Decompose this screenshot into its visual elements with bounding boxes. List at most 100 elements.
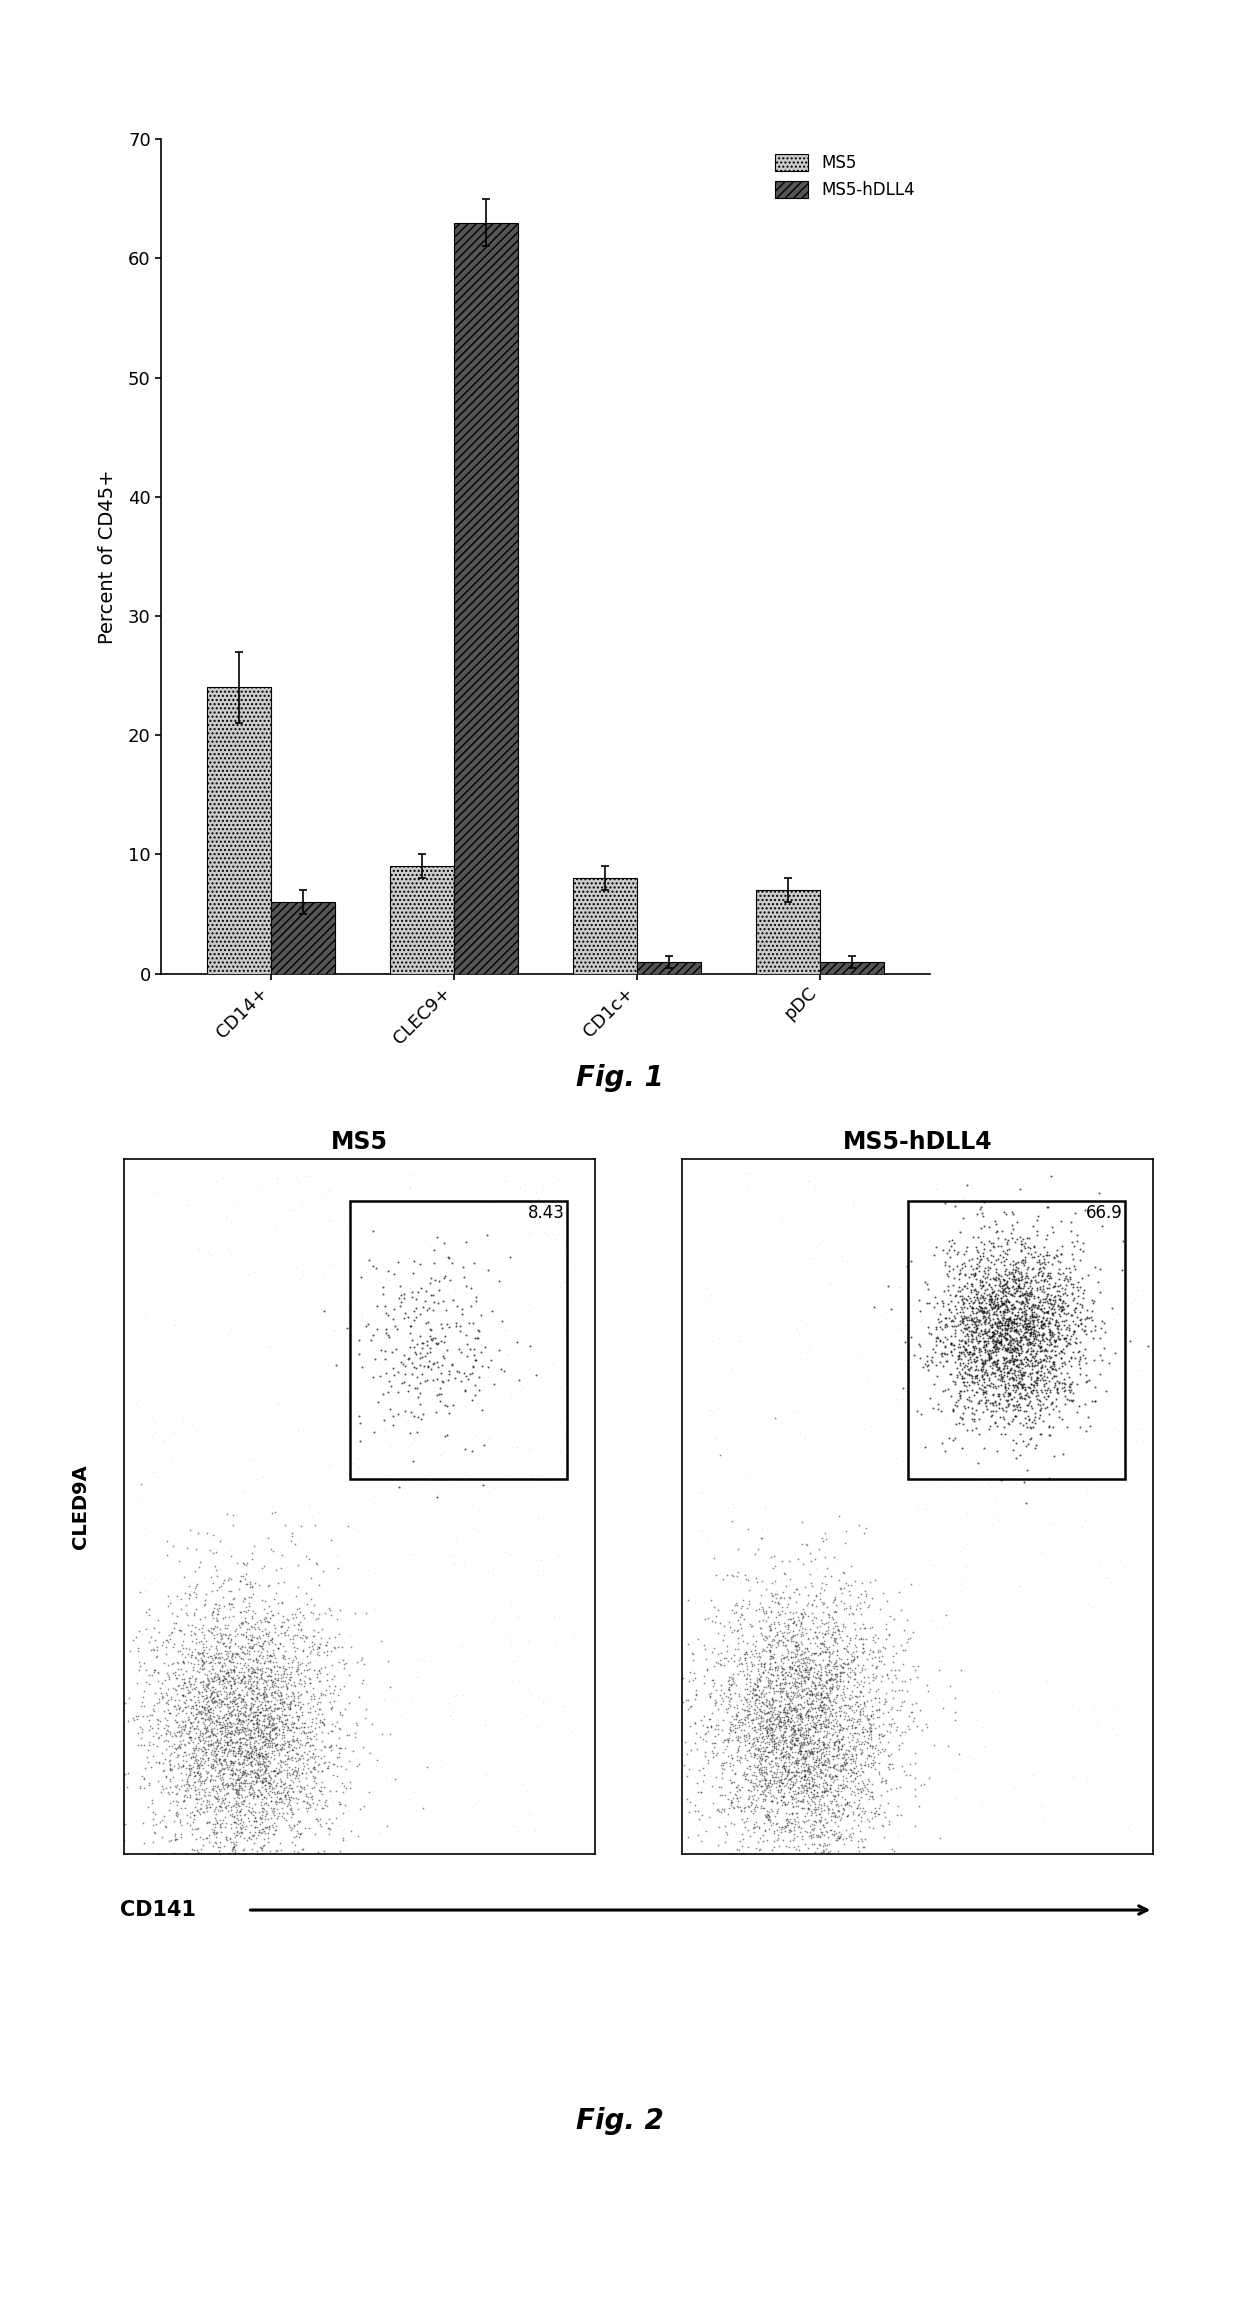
Point (791, 1298, 811, 1335)
Point (268, 1755, 288, 1792)
Point (968, 1268, 988, 1305)
Point (169, 1729, 188, 1766)
Point (212, 1764, 232, 1801)
Point (505, 1173, 525, 1210)
Point (806, 1676, 826, 1713)
Point (169, 1708, 188, 1745)
Point (739, 1572, 759, 1609)
Point (370, 1344, 389, 1382)
Point (314, 1706, 334, 1743)
Point (501, 1379, 521, 1416)
Point (202, 1572, 222, 1609)
Point (186, 1741, 206, 1778)
Point (853, 1713, 873, 1750)
Point (241, 1766, 260, 1803)
Point (330, 1590, 350, 1627)
Point (1039, 1690, 1059, 1727)
Point (236, 1648, 255, 1685)
Point (1070, 1337, 1090, 1375)
Point (1019, 1273, 1039, 1310)
Point (301, 1794, 321, 1831)
Point (776, 1495, 796, 1532)
Point (828, 1616, 848, 1653)
Point (233, 1634, 253, 1671)
Point (754, 1662, 774, 1699)
Point (735, 1639, 755, 1676)
Point (854, 1609, 874, 1646)
Point (272, 1690, 291, 1727)
Point (162, 1718, 182, 1755)
Point (795, 1592, 815, 1630)
Point (787, 1711, 807, 1748)
Point (782, 1734, 802, 1771)
Point (830, 1729, 849, 1766)
Point (996, 1310, 1016, 1347)
Point (1023, 1286, 1043, 1324)
Point (252, 1750, 272, 1787)
Point (730, 1363, 750, 1400)
Point (227, 1690, 247, 1727)
Point (740, 1460, 760, 1497)
Point (975, 1314, 994, 1351)
Point (1018, 1426, 1038, 1463)
Point (217, 1694, 237, 1732)
Point (394, 1280, 414, 1317)
Point (466, 1820, 486, 1857)
Point (206, 1815, 226, 1852)
Point (257, 1662, 277, 1699)
Point (223, 1752, 243, 1789)
Point (1029, 1421, 1049, 1458)
Point (243, 1630, 263, 1667)
Point (309, 1799, 329, 1836)
Point (1003, 1400, 1023, 1437)
Point (858, 1720, 878, 1757)
Point (414, 1377, 434, 1414)
Point (254, 1789, 274, 1827)
Point (745, 1664, 765, 1701)
Point (706, 1671, 725, 1708)
Point (857, 1382, 877, 1419)
Point (826, 1643, 846, 1681)
Point (1063, 1224, 1083, 1261)
Point (221, 1641, 241, 1678)
Point (760, 1711, 780, 1748)
Point (236, 1613, 255, 1650)
Point (175, 1771, 195, 1808)
Point (306, 1715, 326, 1752)
Point (823, 1581, 843, 1618)
Point (312, 1752, 332, 1789)
Point (833, 1159, 853, 1196)
Point (160, 1660, 180, 1697)
Point (236, 1697, 255, 1734)
Point (277, 1676, 296, 1713)
Point (877, 1606, 897, 1643)
Point (743, 1669, 763, 1706)
Point (210, 1569, 229, 1606)
Point (981, 1393, 1001, 1430)
Point (249, 1738, 269, 1776)
Point (198, 1660, 218, 1697)
Point (781, 1623, 801, 1660)
Point (241, 1736, 260, 1773)
Point (787, 1711, 807, 1748)
Point (461, 1354, 481, 1391)
Point (1071, 1261, 1091, 1298)
Point (694, 1734, 714, 1771)
Point (987, 1708, 1007, 1745)
Point (228, 1757, 248, 1794)
Point (1045, 1277, 1065, 1314)
Point (786, 1720, 806, 1757)
Point (1089, 1446, 1109, 1484)
Point (773, 1664, 792, 1701)
Point (246, 1653, 265, 1690)
Point (750, 1692, 770, 1729)
Point (1011, 1328, 1030, 1365)
Point (1032, 1446, 1052, 1484)
Point (837, 1669, 857, 1706)
Point (191, 1780, 211, 1817)
Point (254, 1681, 274, 1718)
Point (898, 1708, 918, 1745)
Point (197, 1514, 217, 1551)
Point (804, 1699, 823, 1736)
Point (448, 1270, 467, 1307)
